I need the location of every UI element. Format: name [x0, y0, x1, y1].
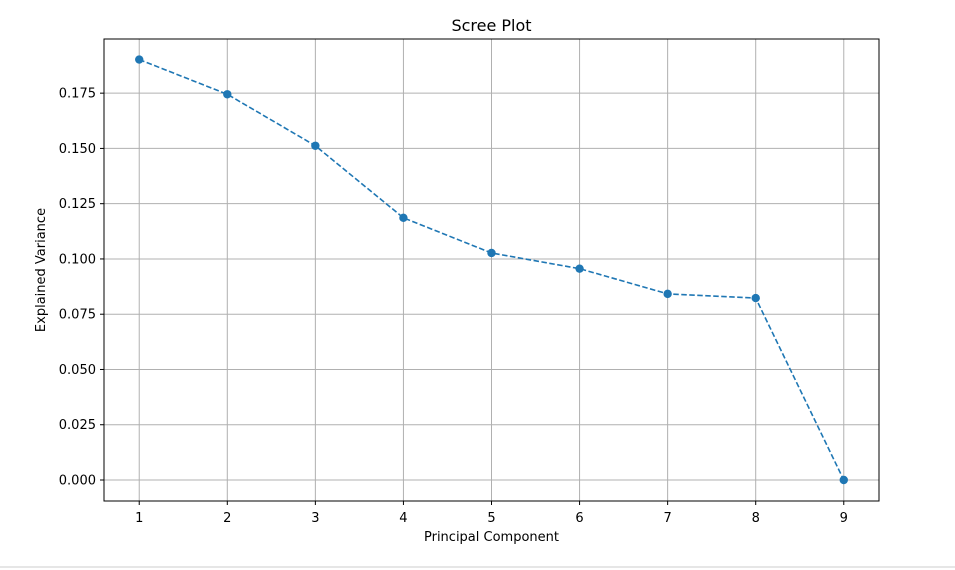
data-point [663, 289, 672, 299]
y-tick-label: 0.000 [59, 474, 96, 489]
y-tick-label: 0.100 [59, 252, 96, 267]
x-tick-label: 9 [840, 511, 848, 526]
data-point [751, 293, 760, 303]
data-point [399, 213, 408, 223]
series-layer [135, 55, 848, 485]
axis-ticks: 1 2 3 4 5 6 7 8 9 0.000 0.025 0.050 0.075 0.100 0.125 0… [59, 87, 848, 526]
y-axis-label: Explained Variance [34, 208, 49, 332]
y-tick-label: 0.025 [59, 418, 96, 433]
data-point [223, 90, 232, 99]
x-tick-label: 2 [223, 511, 231, 526]
y-tick-label: 0.125 [59, 197, 96, 212]
data-point [311, 141, 320, 150]
y-tick-label: 0.050 [59, 363, 96, 378]
x-tick-label: 5 [487, 511, 495, 526]
x-tick-label: 7 [663, 511, 671, 526]
x-tick-label: 6 [575, 511, 583, 526]
bottom-divider [0, 566, 955, 568]
y-tick-label: 0.075 [59, 308, 96, 323]
x-tick-label: 4 [399, 511, 407, 526]
data-point [839, 475, 848, 485]
chart-title: Scree Plot [451, 16, 531, 35]
y-tick-label: 0.175 [59, 87, 96, 102]
x-tick-label: 8 [752, 511, 760, 526]
data-point [135, 55, 144, 64]
x-tick-label: 1 [135, 511, 143, 526]
y-tick-label: 0.150 [59, 142, 96, 157]
data-point [575, 264, 584, 273]
data-point [487, 248, 496, 258]
x-axis-label: Principal Component [424, 530, 559, 545]
x-tick-label: 3 [311, 511, 319, 526]
grid-lines [104, 39, 879, 501]
